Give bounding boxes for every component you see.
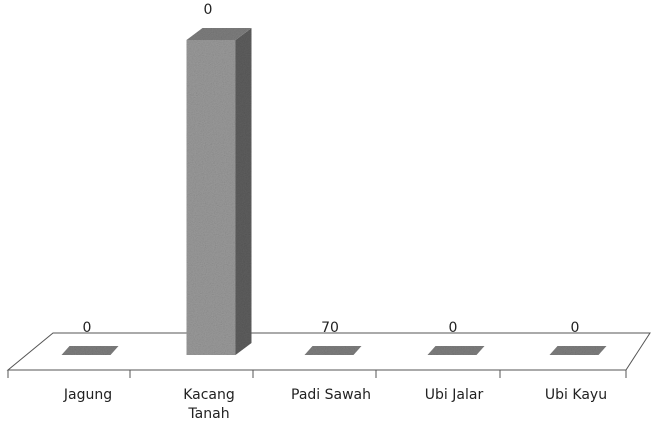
- category-label-1: Kacang Tanah: [183, 387, 235, 422]
- bar-flat-3: [427, 346, 485, 355]
- data-label-4: 0: [571, 320, 580, 336]
- category-labels-group: Jagung Kacang Tanah Padi Sawah Ubi Jalar Ubi …: [63, 387, 607, 422]
- category-label-2: Padi Sawah: [291, 387, 371, 403]
- data-label-1: 0: [204, 2, 213, 18]
- data-label-3: 0: [449, 320, 458, 336]
- bar-flat-2: [304, 346, 362, 355]
- bar-side-1: [235, 28, 252, 355]
- data-label-0: 0: [83, 320, 92, 336]
- data-labels-group: 0 0 70 0 0: [83, 2, 580, 336]
- bar-flat-4: [549, 346, 607, 355]
- bar-top-1: [186, 28, 252, 40]
- category-label-0: Jagung: [63, 387, 112, 403]
- category-label-4: Ubi Kayu: [545, 387, 607, 403]
- category-label-3: Ubi Jalar: [425, 387, 484, 403]
- bar-front-1: [186, 40, 236, 355]
- chart-floor-group: [6, 332, 651, 378]
- bars-group: [61, 28, 607, 355]
- data-label-2: 70: [321, 320, 339, 336]
- bar-flat-0: [61, 346, 119, 355]
